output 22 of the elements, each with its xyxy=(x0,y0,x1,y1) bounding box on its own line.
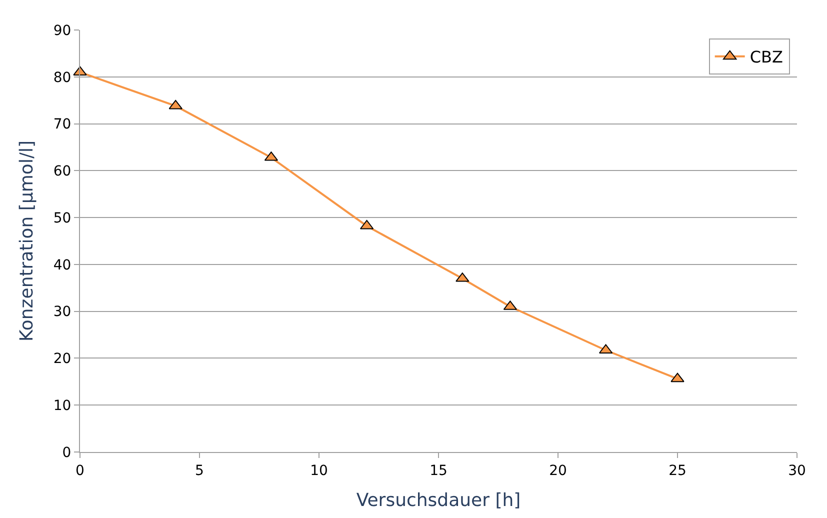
y-tick-label: 0 xyxy=(62,444,72,461)
x-tick-label: 20 xyxy=(549,462,567,479)
x-tick-label: 10 xyxy=(310,462,328,479)
y-tick-label: 60 xyxy=(53,164,72,180)
legend-label: CBZ xyxy=(750,48,783,67)
x-tick-label: 15 xyxy=(430,462,448,479)
y-axis-title: Konzentration [µmol/l] xyxy=(16,140,38,342)
x-tick-label: 30 xyxy=(788,462,806,479)
y-tick-label: 80 xyxy=(53,70,72,86)
x-tick-label: 5 xyxy=(195,462,204,479)
y-tick-label: 90 xyxy=(53,22,72,39)
y-tick-label: 30 xyxy=(53,304,72,320)
y-tick-label: 50 xyxy=(53,210,72,226)
point xyxy=(670,372,684,382)
x-tick-label: 25 xyxy=(668,462,686,479)
y-tick-label: 20 xyxy=(53,351,72,368)
x-axis-title: Versuchsdauer [h] xyxy=(356,490,521,511)
y-tick-label: 10 xyxy=(53,398,72,414)
point xyxy=(168,100,182,110)
y-tick-label: 40 xyxy=(53,257,72,274)
y-tick-label: 70 xyxy=(53,116,72,133)
x-tick-label: 0 xyxy=(76,462,84,479)
